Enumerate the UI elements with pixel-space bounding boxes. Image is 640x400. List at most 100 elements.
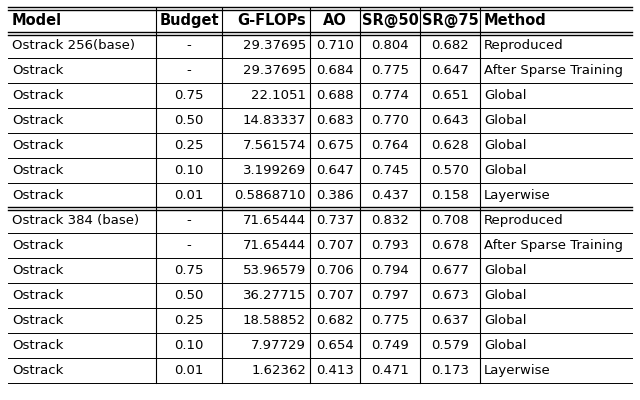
Text: Global: Global bbox=[484, 164, 527, 177]
Text: 22.1051: 22.1051 bbox=[251, 89, 306, 102]
Text: 0.75: 0.75 bbox=[174, 264, 204, 277]
Text: Ostrack: Ostrack bbox=[12, 139, 63, 152]
Text: 0.673: 0.673 bbox=[431, 289, 469, 302]
Text: 0.10: 0.10 bbox=[174, 164, 204, 177]
Text: 0.5868710: 0.5868710 bbox=[234, 189, 306, 202]
Text: 7.97729: 7.97729 bbox=[251, 339, 306, 352]
Text: 0.684: 0.684 bbox=[316, 64, 354, 77]
Text: Layerwise: Layerwise bbox=[484, 364, 551, 377]
Text: Global: Global bbox=[484, 139, 527, 152]
Text: 0.654: 0.654 bbox=[316, 339, 354, 352]
Text: 0.437: 0.437 bbox=[371, 189, 409, 202]
Text: 0.471: 0.471 bbox=[371, 364, 409, 377]
Text: 3.199269: 3.199269 bbox=[243, 164, 306, 177]
Text: 71.65444: 71.65444 bbox=[243, 239, 306, 252]
Text: Reproduced: Reproduced bbox=[484, 214, 564, 227]
Text: Ostrack: Ostrack bbox=[12, 89, 63, 102]
Text: 0.770: 0.770 bbox=[371, 114, 409, 127]
Text: G-FLOPs: G-FLOPs bbox=[237, 13, 306, 28]
Text: 0.708: 0.708 bbox=[431, 214, 469, 227]
Text: Ostrack: Ostrack bbox=[12, 289, 63, 302]
Text: 0.737: 0.737 bbox=[316, 214, 354, 227]
Text: 0.793: 0.793 bbox=[371, 239, 409, 252]
Text: 0.25: 0.25 bbox=[174, 314, 204, 327]
Text: Budget: Budget bbox=[159, 13, 219, 28]
Text: 0.628: 0.628 bbox=[431, 139, 469, 152]
Text: 0.706: 0.706 bbox=[316, 264, 354, 277]
Text: 0.832: 0.832 bbox=[371, 214, 409, 227]
Text: 0.745: 0.745 bbox=[371, 164, 409, 177]
Text: 0.386: 0.386 bbox=[316, 189, 354, 202]
Text: Global: Global bbox=[484, 264, 527, 277]
Text: 0.643: 0.643 bbox=[431, 114, 469, 127]
Text: Model: Model bbox=[12, 13, 62, 28]
Text: 0.413: 0.413 bbox=[316, 364, 354, 377]
Text: Global: Global bbox=[484, 339, 527, 352]
Text: 0.10: 0.10 bbox=[174, 339, 204, 352]
Text: SR@50: SR@50 bbox=[362, 13, 419, 28]
Text: 0.75: 0.75 bbox=[174, 89, 204, 102]
Text: 0.707: 0.707 bbox=[316, 289, 354, 302]
Text: 0.50: 0.50 bbox=[174, 114, 204, 127]
Text: SR@75: SR@75 bbox=[422, 13, 478, 28]
Text: Ostrack 256(base): Ostrack 256(base) bbox=[12, 39, 135, 52]
Text: Method: Method bbox=[484, 13, 547, 28]
Text: 53.96579: 53.96579 bbox=[243, 264, 306, 277]
Text: Ostrack: Ostrack bbox=[12, 339, 63, 352]
Text: 0.804: 0.804 bbox=[371, 39, 409, 52]
Text: Ostrack: Ostrack bbox=[12, 64, 63, 77]
Text: Layerwise: Layerwise bbox=[484, 189, 551, 202]
Text: 0.647: 0.647 bbox=[316, 164, 354, 177]
Text: 0.764: 0.764 bbox=[371, 139, 409, 152]
Text: -: - bbox=[187, 239, 191, 252]
Text: 0.173: 0.173 bbox=[431, 364, 469, 377]
Text: 0.677: 0.677 bbox=[431, 264, 469, 277]
Text: 0.158: 0.158 bbox=[431, 189, 469, 202]
Text: 0.707: 0.707 bbox=[316, 239, 354, 252]
Text: 0.683: 0.683 bbox=[316, 114, 354, 127]
Text: Reproduced: Reproduced bbox=[484, 39, 564, 52]
Text: 0.682: 0.682 bbox=[431, 39, 469, 52]
Text: 0.647: 0.647 bbox=[431, 64, 469, 77]
Text: 0.01: 0.01 bbox=[174, 189, 204, 202]
Text: 0.775: 0.775 bbox=[371, 314, 409, 327]
Text: After Sparse Training: After Sparse Training bbox=[484, 64, 623, 77]
Text: 71.65444: 71.65444 bbox=[243, 214, 306, 227]
Text: -: - bbox=[187, 214, 191, 227]
Text: AO: AO bbox=[323, 13, 347, 28]
Text: Ostrack: Ostrack bbox=[12, 264, 63, 277]
Text: Ostrack: Ostrack bbox=[12, 364, 63, 377]
Text: Ostrack 384 (base): Ostrack 384 (base) bbox=[12, 214, 139, 227]
Text: 1.62362: 1.62362 bbox=[251, 364, 306, 377]
Text: After Sparse Training: After Sparse Training bbox=[484, 239, 623, 252]
Text: Ostrack: Ostrack bbox=[12, 114, 63, 127]
Text: 0.570: 0.570 bbox=[431, 164, 469, 177]
Text: 0.25: 0.25 bbox=[174, 139, 204, 152]
Text: 29.37695: 29.37695 bbox=[243, 39, 306, 52]
Text: Global: Global bbox=[484, 114, 527, 127]
Text: 0.579: 0.579 bbox=[431, 339, 469, 352]
Text: Ostrack: Ostrack bbox=[12, 314, 63, 327]
Text: 0.794: 0.794 bbox=[371, 264, 409, 277]
Text: 0.678: 0.678 bbox=[431, 239, 469, 252]
Text: 0.675: 0.675 bbox=[316, 139, 354, 152]
Text: Global: Global bbox=[484, 89, 527, 102]
Text: 0.797: 0.797 bbox=[371, 289, 409, 302]
Text: 0.774: 0.774 bbox=[371, 89, 409, 102]
Text: 36.27715: 36.27715 bbox=[243, 289, 306, 302]
Text: -: - bbox=[187, 64, 191, 77]
Text: 0.775: 0.775 bbox=[371, 64, 409, 77]
Text: 0.749: 0.749 bbox=[371, 339, 409, 352]
Text: 18.58852: 18.58852 bbox=[243, 314, 306, 327]
Text: Ostrack: Ostrack bbox=[12, 164, 63, 177]
Text: Ostrack: Ostrack bbox=[12, 239, 63, 252]
Text: 14.83337: 14.83337 bbox=[243, 114, 306, 127]
Text: 7.561574: 7.561574 bbox=[243, 139, 306, 152]
Text: 0.637: 0.637 bbox=[431, 314, 469, 327]
Text: Global: Global bbox=[484, 289, 527, 302]
Text: -: - bbox=[187, 39, 191, 52]
Text: 0.682: 0.682 bbox=[316, 314, 354, 327]
Text: 0.651: 0.651 bbox=[431, 89, 469, 102]
Text: 0.688: 0.688 bbox=[316, 89, 354, 102]
Text: Ostrack: Ostrack bbox=[12, 189, 63, 202]
